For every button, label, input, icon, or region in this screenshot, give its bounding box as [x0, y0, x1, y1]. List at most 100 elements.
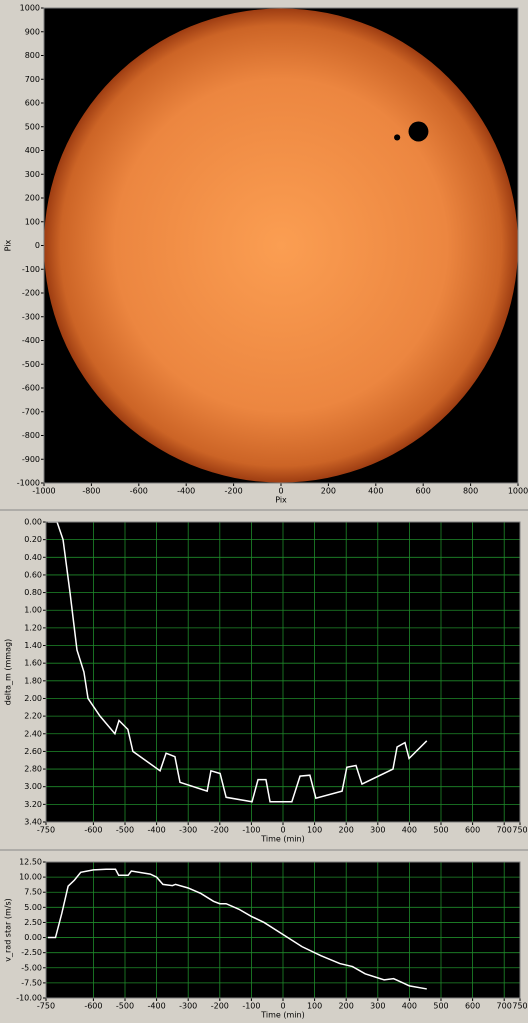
y-tick-label: -900 [22, 455, 40, 464]
x-tick-label: 600 [416, 487, 431, 496]
x-tick-label: 750 [512, 826, 527, 835]
y-tick-label: 0.80 [24, 588, 42, 597]
x-tick-label: -600 [130, 487, 148, 496]
y-tick-label: 2.40 [24, 729, 42, 738]
y-tick-label: 2.20 [24, 712, 42, 721]
y-tick-label: 1.20 [24, 623, 42, 632]
y-tick-label: -300 [22, 312, 40, 321]
y-tick-label: 1.00 [24, 606, 42, 615]
y-tick-label: -7.50 [21, 978, 42, 987]
y-tick-label: -200 [22, 289, 40, 298]
y-tick-label: 600 [25, 99, 40, 108]
data-line [47, 868, 427, 990]
x-tick-label: 300 [370, 826, 385, 835]
y-tick-label: 0 [35, 241, 40, 250]
x-tick-label: 0 [278, 487, 283, 496]
x-tick-label: -200 [211, 826, 229, 835]
plot-frame [45, 861, 521, 999]
y-tick-label: 12.50 [19, 858, 42, 867]
x-tick-label: -600 [84, 1002, 102, 1011]
y-axis-label: delta_m (mmag) [4, 639, 13, 705]
y-tick-label: -400 [22, 336, 40, 345]
x-tick-label: 1000 [508, 487, 528, 496]
y-tick-label: -2.50 [21, 948, 42, 957]
x-tick-label: 750 [512, 1002, 527, 1011]
y-tick-label: 1.80 [24, 676, 42, 685]
y-tick-label: 3.00 [24, 782, 42, 791]
x-tick-label: 0 [280, 826, 285, 835]
y-tick-label: 3.40 [24, 818, 42, 827]
x-tick-label: -400 [177, 487, 195, 496]
y-tick-label: 2.60 [24, 747, 42, 756]
x-tick-label: -100 [242, 826, 260, 835]
y-axis-label: Pix [4, 239, 13, 251]
x-tick-label: -500 [116, 1002, 134, 1011]
y-tick-label: -800 [22, 431, 40, 440]
x-tick-label: 500 [433, 1002, 448, 1011]
y-tick-label: -700 [22, 407, 40, 416]
x-tick-label: 300 [370, 1002, 385, 1011]
y-tick-label: 0.40 [24, 553, 42, 562]
data-line [47, 521, 428, 803]
y-tick-label: 1.60 [24, 659, 42, 668]
x-tick-label: -200 [211, 1002, 229, 1011]
y-tick-label: 3.20 [24, 800, 42, 809]
y-tick-label: 0.00 [24, 933, 42, 942]
y-tick-label: 0.20 [24, 535, 42, 544]
x-tick-label: -400 [148, 826, 166, 835]
y-tick-label: -100 [22, 265, 40, 274]
x-tick-label: 200 [339, 826, 354, 835]
planet-shadow [408, 121, 429, 142]
x-tick-label: -500 [116, 826, 134, 835]
x-axis-label: Time (min) [260, 835, 304, 844]
y-tick-label: 0.60 [24, 570, 42, 579]
y-tick-label: 0.00 [24, 518, 42, 527]
x-tick-label: -400 [148, 1002, 166, 1011]
y-tick-label: 700 [25, 75, 40, 84]
x-tick-label: 400 [368, 487, 383, 496]
x-tick-label: 700 [497, 826, 512, 835]
y-axis-label: v_rad star (m/s) [4, 898, 13, 961]
x-tick-label: -800 [82, 487, 100, 496]
y-tick-label: 2.80 [24, 765, 42, 774]
x-tick-label: 100 [307, 1002, 322, 1011]
y-tick-label: 200 [25, 194, 40, 203]
x-tick-label: -750 [37, 826, 55, 835]
y-tick-label: 900 [25, 27, 40, 36]
x-axis-label: Time (min) [260, 1011, 304, 1020]
y-tick-label: 5.00 [24, 903, 42, 912]
x-tick-label: -750 [37, 1002, 55, 1011]
x-tick-label: -100 [242, 1002, 260, 1011]
planet-shadow [394, 134, 401, 141]
y-tick-label: 2.00 [24, 694, 42, 703]
y-tick-label: 10.00 [19, 873, 42, 882]
y-tick-label: -600 [22, 384, 40, 393]
x-tick-label: 400 [402, 826, 417, 835]
y-tick-label: 500 [25, 122, 40, 131]
plot-frame [43, 7, 519, 484]
x-tick-label: 700 [497, 1002, 512, 1011]
y-tick-label: 1.40 [24, 641, 42, 650]
y-tick-label: -500 [22, 360, 40, 369]
y-tick-label: 400 [25, 146, 40, 155]
x-tick-label: -300 [179, 826, 197, 835]
x-tick-label: -600 [84, 826, 102, 835]
y-tick-label: 7.50 [24, 888, 42, 897]
x-tick-label: 400 [402, 1002, 417, 1011]
y-tick-label: 800 [25, 51, 40, 60]
y-tick-label: -10.00 [16, 994, 42, 1003]
x-tick-label: 600 [465, 826, 480, 835]
y-tick-label: -1000 [17, 479, 40, 488]
y-tick-label: -5.00 [21, 963, 42, 972]
y-tick-label: 100 [25, 217, 40, 226]
x-tick-label: 200 [339, 1002, 354, 1011]
y-tick-label: 1000 [20, 4, 40, 13]
x-tick-label: 500 [433, 826, 448, 835]
x-tick-label: 600 [465, 1002, 480, 1011]
x-tick-label: 800 [463, 487, 478, 496]
x-tick-label: -1000 [32, 487, 55, 496]
x-tick-label: -300 [179, 1002, 197, 1011]
star-disk [44, 8, 518, 483]
